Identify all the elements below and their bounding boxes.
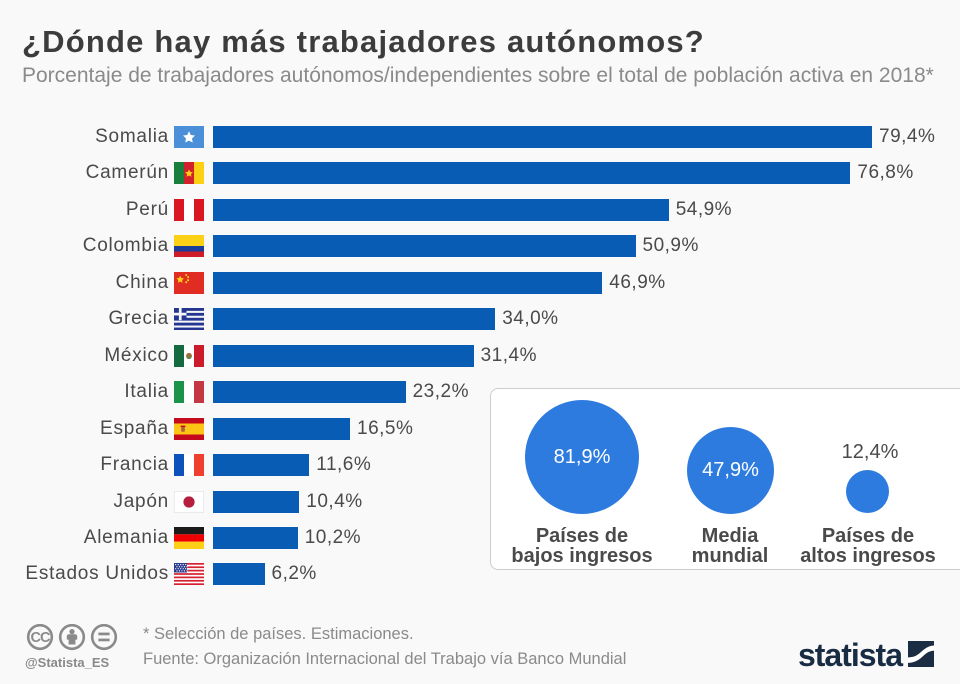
- svg-text:CC: CC: [31, 630, 51, 646]
